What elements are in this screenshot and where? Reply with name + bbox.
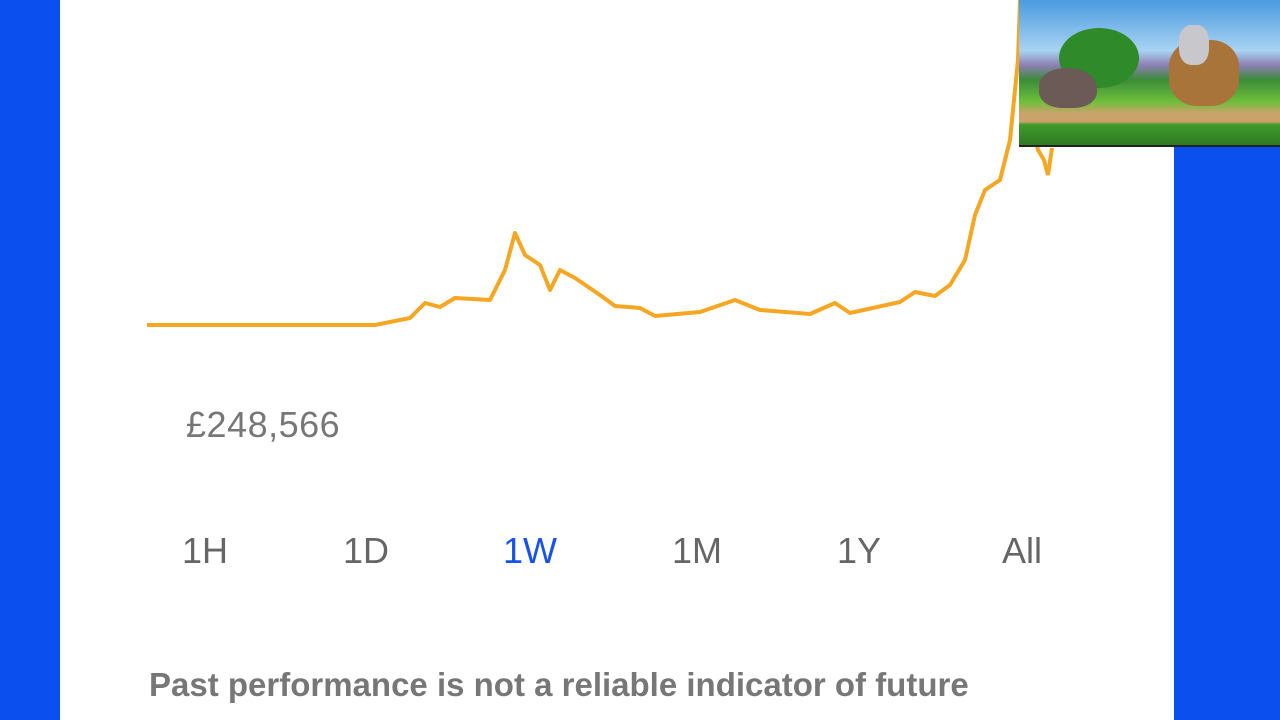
disclaimer-text: Past performance is not a reliable indic… xyxy=(149,666,969,703)
boar-image xyxy=(1039,68,1097,108)
range-1d[interactable]: 1D xyxy=(342,530,390,571)
portfolio-panel xyxy=(60,0,1174,720)
range-1h[interactable]: 1H xyxy=(181,530,229,571)
video-thumbnail-overlay[interactable] xyxy=(1019,0,1280,147)
range-all[interactable]: All xyxy=(1001,530,1043,571)
range-1m[interactable]: 1M xyxy=(671,530,723,571)
range-1w[interactable]: 1W xyxy=(503,530,557,571)
range-1y[interactable]: 1Y xyxy=(836,530,882,571)
price-line xyxy=(147,0,1022,327)
balance-value: £248,566 xyxy=(186,404,341,445)
time-range-selector: 1H 1D 1W 1M 1Y All xyxy=(0,530,1280,580)
knight-image xyxy=(1179,25,1209,65)
